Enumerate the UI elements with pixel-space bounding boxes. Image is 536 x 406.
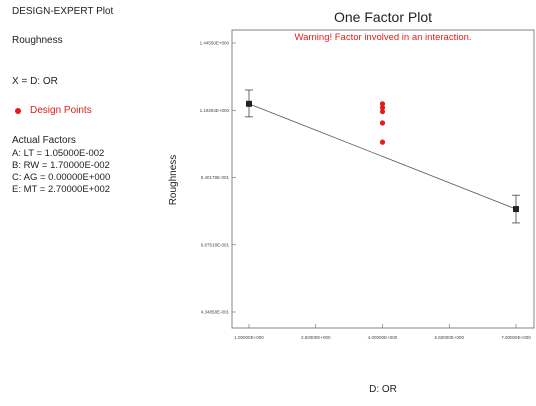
y-axis: 4.34858E-001 6.87518E-001 9.40178E-001 1.19…	[200, 41, 236, 315]
plot-type-label: DESIGN-EXPERT Plot	[12, 6, 114, 17]
series-layer	[245, 89, 520, 224]
x-tick-label: 7.00000E+000	[501, 335, 531, 340]
actual-factors-heading: Actual Factors	[12, 135, 76, 146]
actual-factor-lt: A: LT = 1.05000E-002	[12, 148, 105, 159]
design-points-layer	[379, 101, 386, 145]
y-tick-label: 1.19284E+000	[200, 108, 230, 113]
x-axis: 1.00000E+000 2.50000E+000 4.00000E+000 5.50…	[234, 324, 531, 340]
y-tick-label: 9.40178E-001	[201, 175, 230, 180]
x-assignment-label: X = D: OR	[12, 76, 58, 87]
y-axis-label: Roughness	[168, 155, 179, 206]
design-point	[379, 108, 386, 115]
design-point	[379, 120, 386, 126]
actual-factor-rw: B: RW = 1.70000E-002	[12, 160, 110, 171]
chart-title: One Factor Plot	[334, 9, 432, 25]
response-label: Roughness	[12, 35, 63, 46]
x-tick-label: 2.50000E+000	[301, 335, 331, 340]
design-point	[379, 101, 386, 107]
y-tick-label: 6.87518E-001	[201, 242, 230, 247]
design-points-legend-marker	[15, 108, 21, 114]
x-tick-label: 5.50000E+000	[435, 335, 465, 340]
x-axis-label: D: OR	[369, 384, 397, 395]
prediction-line	[248, 103, 517, 210]
design-points-legend-label: Design Points	[30, 105, 92, 116]
actual-factor-ag: C: AG = 0.00000E+000	[12, 172, 111, 183]
actual-factor-mt: E: MT = 2.70000E+002	[12, 184, 111, 195]
x-tick-label: 1.00000E+000	[234, 335, 264, 340]
x-tick-label: 4.00000E+000	[368, 335, 398, 340]
design-point	[379, 104, 386, 111]
plot-area-frame	[231, 29, 535, 329]
interaction-warning: Warning! Factor involved in an interacti…	[294, 32, 471, 43]
y-tick-label: 1.44550E+000	[200, 41, 230, 46]
design-point	[379, 139, 386, 145]
prediction-marker	[513, 206, 519, 213]
prediction-marker	[246, 100, 252, 107]
y-tick-label: 4.34858E-001	[201, 310, 230, 315]
